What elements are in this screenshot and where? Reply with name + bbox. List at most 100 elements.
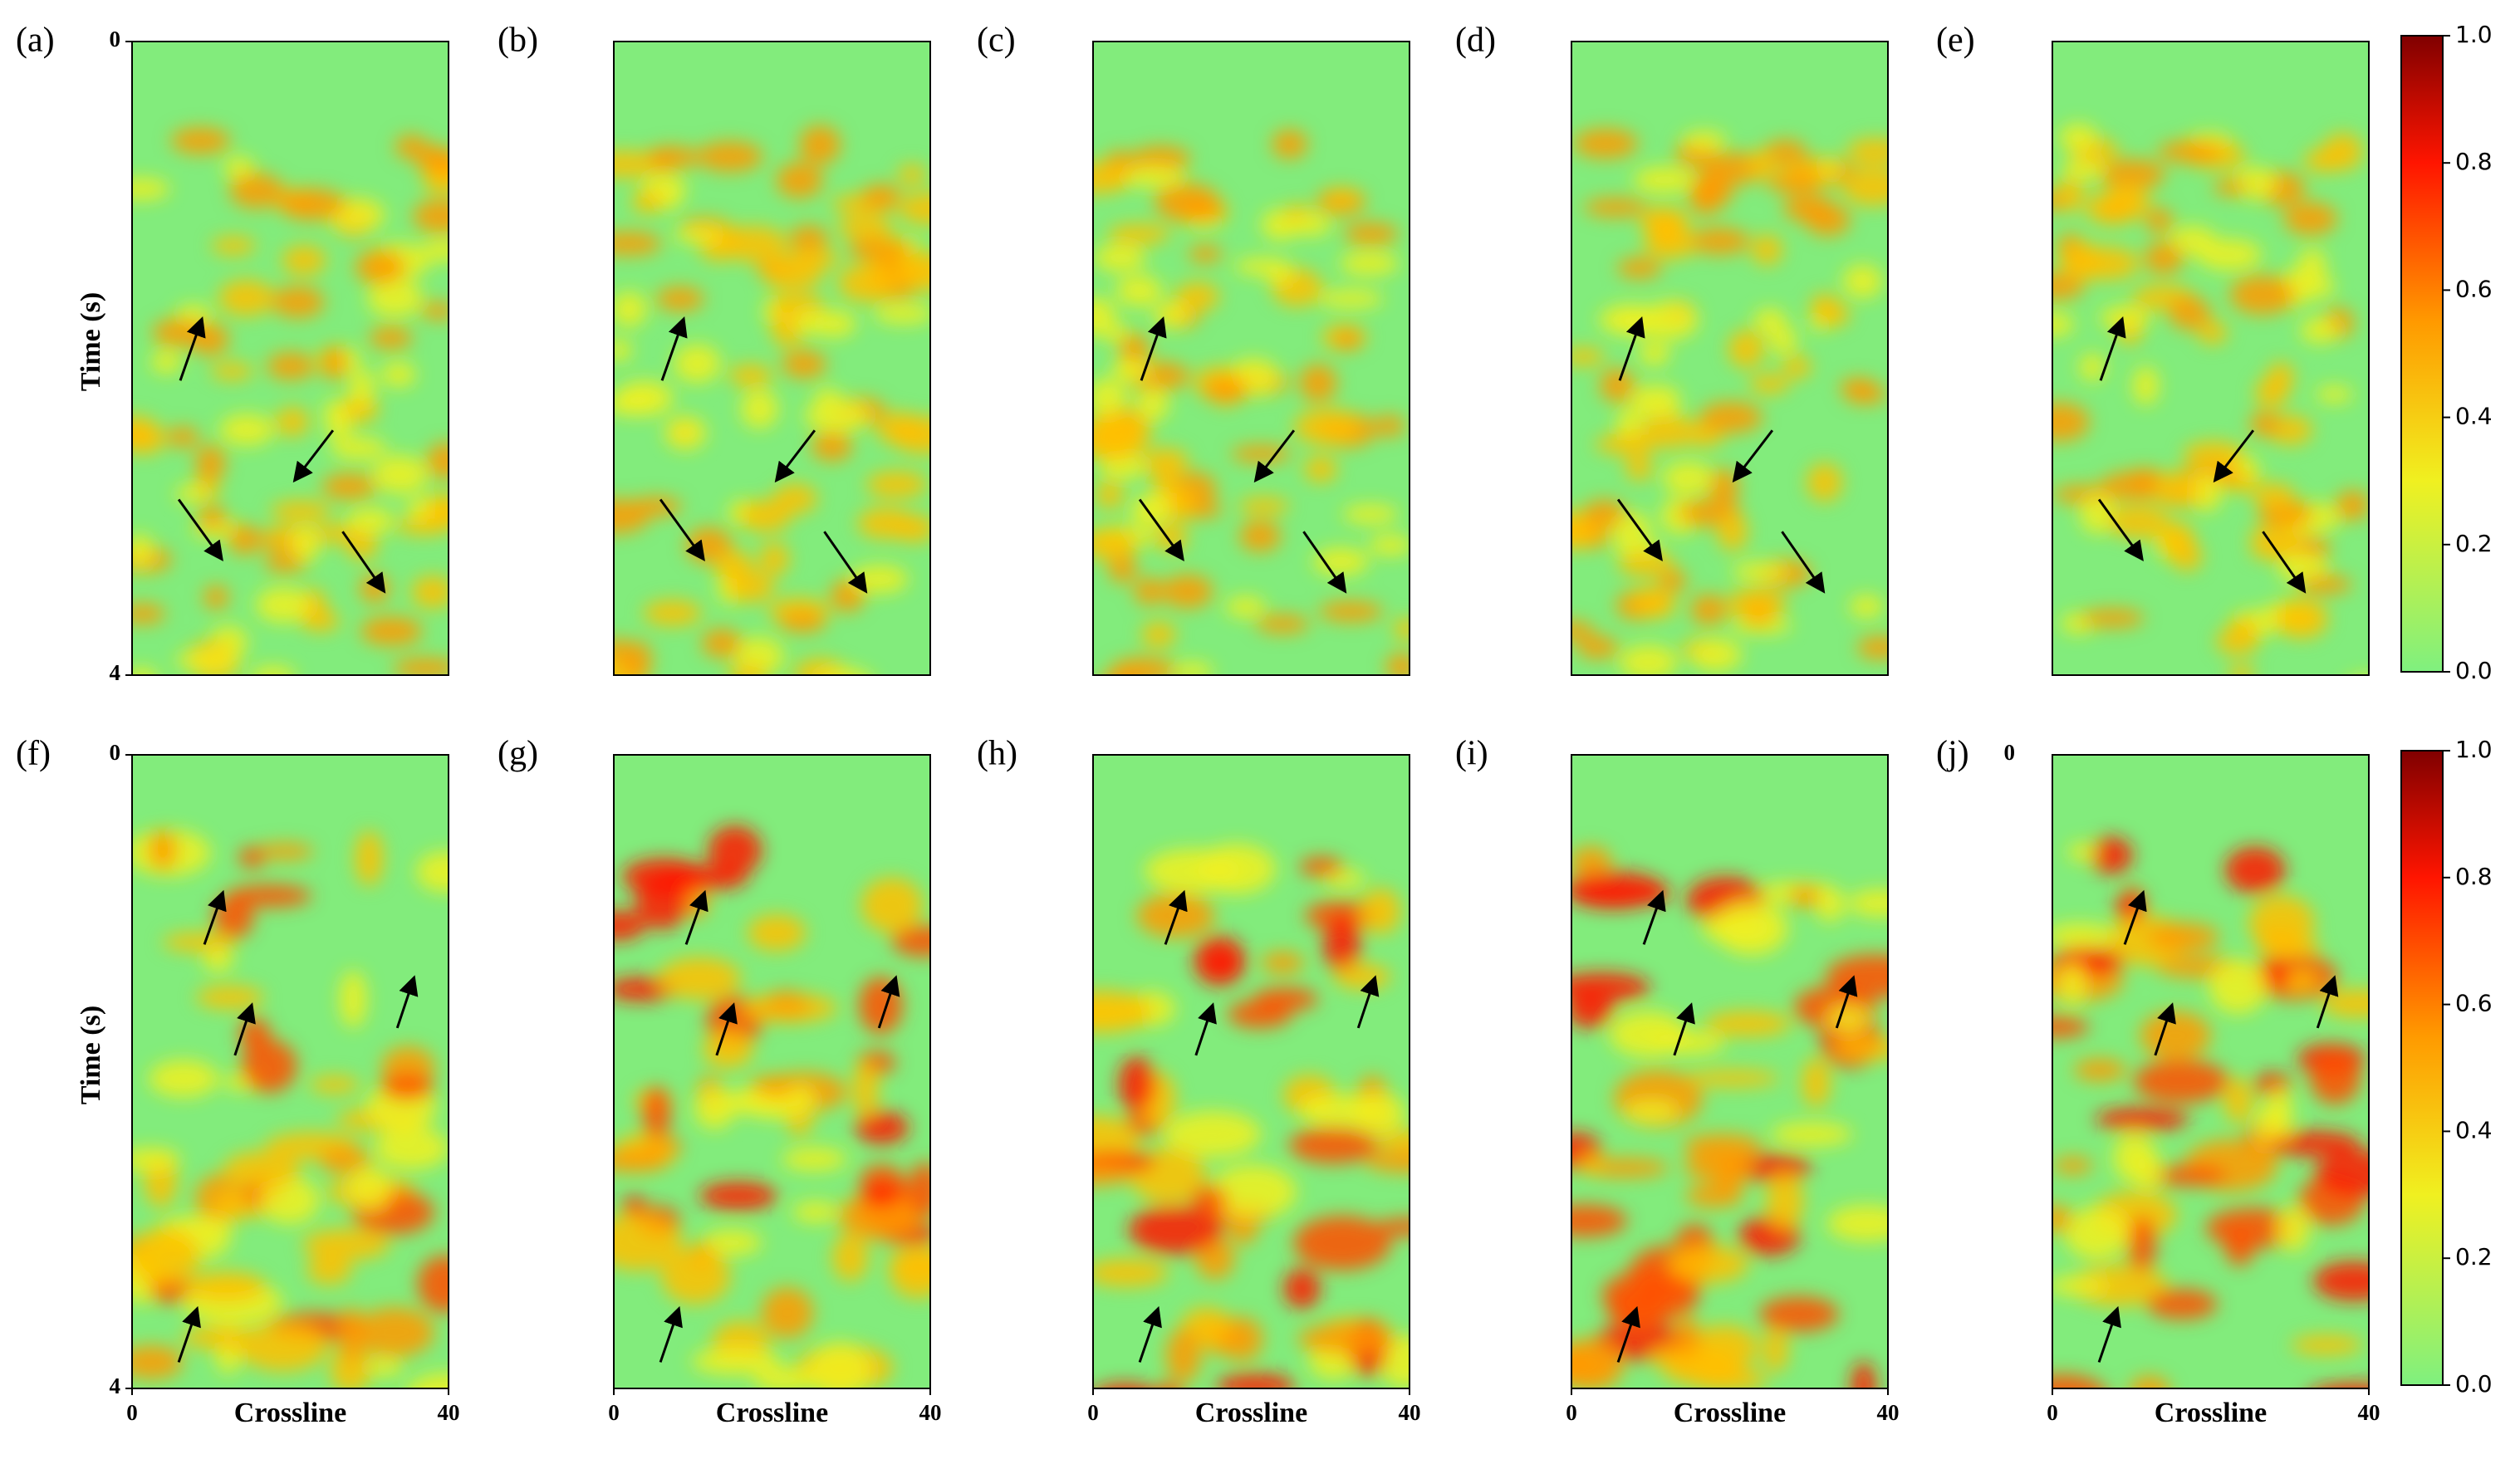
blob: [2079, 494, 2117, 534]
heatmap-body: [132, 42, 449, 675]
arrow: [1616, 1305, 1640, 1363]
blob: [1689, 228, 1750, 255]
x-axis-title: Crossline: [1195, 1398, 1307, 1428]
blob: [837, 215, 893, 240]
blob: [250, 666, 297, 675]
blob: [1839, 378, 1878, 397]
blob: [2059, 241, 2102, 281]
arrow: [659, 498, 705, 561]
blob: [1154, 183, 1219, 222]
y-axis-title: Time (s): [76, 1006, 106, 1104]
blob: [408, 1373, 449, 1388]
blobs: [1093, 129, 1410, 675]
colorbar-tick-label: 0.2: [2455, 530, 2493, 557]
blob: [2070, 1265, 2168, 1306]
blob: [2298, 575, 2352, 595]
colorbar-tick-label: 1.0: [2455, 21, 2493, 48]
blob: [2300, 317, 2340, 344]
blobs: [1093, 843, 1410, 1388]
blob: [1385, 653, 1410, 675]
blob: [1339, 251, 1400, 276]
blob: [1645, 300, 1699, 340]
blob: [728, 665, 767, 675]
blob: [346, 507, 395, 535]
blob: [2132, 365, 2160, 406]
blob: [1846, 137, 1888, 166]
blob: [1681, 130, 1727, 151]
blob: [2275, 599, 2329, 639]
blob: [728, 570, 775, 603]
blob: [643, 600, 702, 626]
blob: [1685, 1183, 1743, 1208]
heatmap-body: [1093, 42, 1410, 675]
blob: [309, 1075, 360, 1094]
blob: [331, 437, 387, 460]
blob: [759, 542, 790, 575]
blob: [1684, 1151, 1754, 1182]
blob: [1365, 1148, 1410, 1173]
blob: [1770, 1122, 1853, 1147]
arrow: [1781, 531, 1826, 594]
arrow: [2099, 316, 2126, 381]
y-tick-label: 4: [110, 1373, 121, 1398]
x-tick-label: 0: [608, 1400, 620, 1425]
blob: [150, 350, 183, 375]
blob: [799, 125, 841, 164]
blob: [673, 344, 721, 384]
blob: [1753, 308, 1787, 335]
blob: [132, 533, 154, 568]
blob: [861, 184, 901, 209]
blob: [1831, 1036, 1888, 1061]
blob: [2052, 923, 2116, 948]
blob: [343, 395, 380, 423]
blob: [417, 1255, 449, 1313]
heatmap: [2052, 754, 2370, 1389]
blob: [1842, 167, 1888, 207]
blob: [1093, 297, 1117, 337]
blob: [132, 1227, 200, 1285]
blob: [1096, 480, 1124, 510]
blob: [1229, 1214, 1258, 1245]
blob: [1093, 1160, 1135, 1187]
frame: [1571, 41, 1889, 676]
blob: [132, 178, 170, 201]
blob: [2052, 1374, 2106, 1388]
blob: [132, 667, 157, 675]
blob: [1751, 234, 1783, 266]
blob: [307, 524, 363, 543]
blob: [2224, 846, 2286, 894]
blob: [2095, 1107, 2190, 1131]
blob: [270, 500, 331, 521]
blob: [1826, 954, 1888, 998]
x-tick-label: 40: [1877, 1400, 1900, 1425]
panel-label: (f): [16, 735, 51, 773]
blob: [1159, 1381, 1180, 1388]
blob: [1576, 635, 1619, 659]
blob: [1134, 577, 1164, 605]
blob: [1204, 380, 1249, 402]
blob: [1802, 1057, 1831, 1108]
blob: [174, 650, 241, 671]
blob: [1255, 614, 1310, 634]
blob: [1297, 1323, 1396, 1354]
blob: [897, 164, 927, 185]
blob: [1577, 1154, 1605, 1174]
arrow: [2154, 1002, 2176, 1056]
panel-label: (j): [1936, 735, 1969, 773]
blob: [691, 1347, 781, 1375]
heatmap-body: [132, 755, 449, 1388]
arrow: [233, 1002, 256, 1056]
blob: [1107, 223, 1170, 244]
blob: [1165, 1328, 1202, 1383]
blob: [753, 1366, 817, 1388]
blob: [779, 612, 826, 633]
arrow: [179, 316, 206, 381]
blob: [1375, 1217, 1410, 1236]
blob: [1261, 952, 1305, 974]
blob: [1625, 453, 1653, 482]
arrow: [1642, 889, 1666, 945]
blob: [2213, 179, 2248, 196]
blob: [1661, 1350, 1745, 1386]
blob: [228, 524, 261, 556]
